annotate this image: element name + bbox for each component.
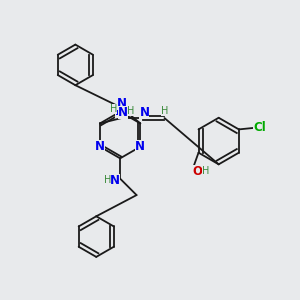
Text: N: N: [135, 140, 145, 153]
Text: Cl: Cl: [254, 122, 266, 134]
Text: H: H: [202, 166, 210, 176]
Text: H: H: [161, 106, 168, 116]
Text: N: N: [115, 105, 125, 118]
Text: N: N: [140, 106, 149, 119]
Text: N: N: [118, 106, 128, 118]
Text: N: N: [95, 140, 105, 153]
Text: H: H: [127, 106, 134, 116]
Text: H: H: [104, 175, 111, 185]
Text: N: N: [117, 97, 127, 110]
Text: O: O: [193, 165, 202, 178]
Text: H: H: [110, 104, 117, 114]
Text: N: N: [110, 174, 120, 187]
